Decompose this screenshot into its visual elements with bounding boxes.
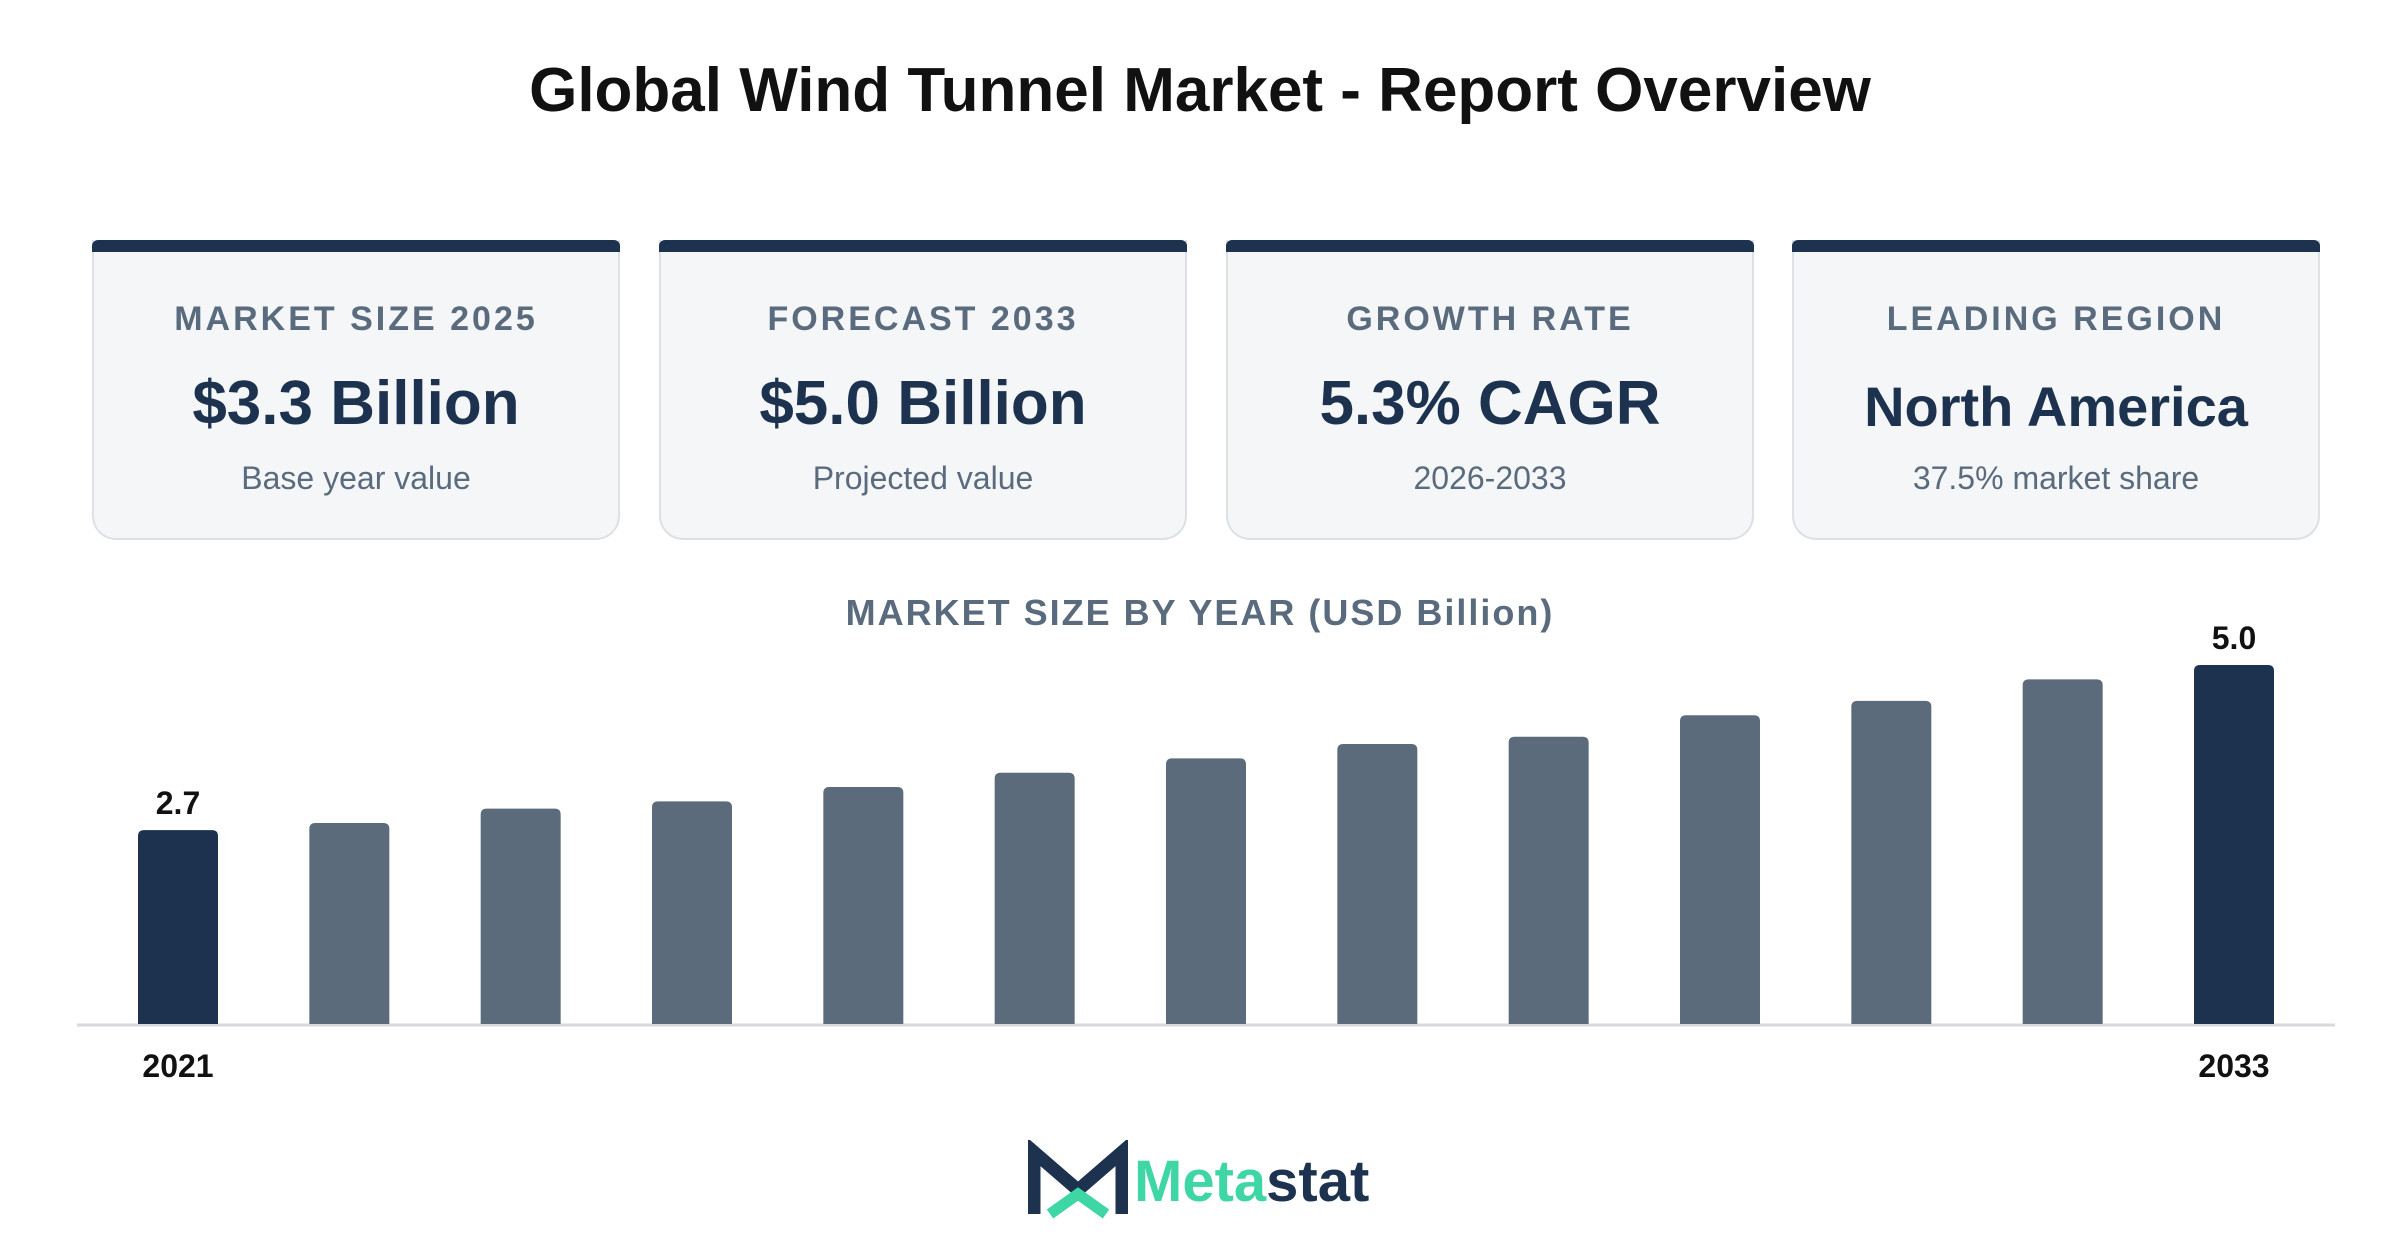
- chart-title: MARKET SIZE BY YEAR (USD Billion): [845, 592, 1555, 633]
- card-subtitle: Projected value: [812, 460, 1034, 496]
- category-label-2021: 2021: [142, 1048, 213, 1084]
- market-size-card: MARKET SIZE 2025 $3.3 Billion Base year …: [92, 240, 620, 540]
- card-label: GROWTH RATE: [1346, 300, 1634, 338]
- card-subtitle: 37.5% market share: [1912, 460, 2200, 496]
- card-label: MARKET SIZE 2025: [174, 300, 538, 338]
- card-value: North America: [1864, 375, 2248, 438]
- card-accent-bar: [1792, 240, 2320, 252]
- market-size-bar-chart: 2.7 2021 5.0 2033: [77, 620, 2335, 1084]
- logo-text-stat: stat: [1266, 1149, 1370, 1214]
- growth-rate-card: GROWTH RATE 5.3% CAGR 2026-2033: [1226, 240, 1754, 540]
- bar-2024: [652, 801, 732, 1024]
- bar-2025: [823, 787, 904, 1024]
- metastat-logo-text: Metastat: [1134, 1148, 1369, 1215]
- forecast-card: FORECAST 2033 $5.0 Billion Projected val…: [659, 240, 1187, 540]
- card-value: $5.0 Billion: [759, 369, 1087, 438]
- bar-2033: [2194, 665, 2274, 1024]
- card-value: 5.3% CAGR: [1319, 369, 1661, 438]
- bar-2021: [138, 830, 218, 1024]
- card-label: FORECAST 2033: [767, 300, 1079, 338]
- kpi-cards: MARKET SIZE 2025 $3.3 Billion Base year …: [92, 240, 2320, 544]
- bar-2023: [480, 808, 561, 1024]
- bar-2029: [1508, 736, 1589, 1024]
- value-label-2033: 5.0: [2212, 620, 2256, 656]
- card-accent-bar: [659, 240, 1187, 252]
- bar-2022: [309, 822, 390, 1024]
- card-subtitle: 2026-2033: [1413, 460, 1567, 496]
- metastat-logo-icon: [1027, 1137, 1129, 1219]
- card-value: $3.3 Billion: [192, 369, 520, 438]
- bar-2030: [1680, 715, 1760, 1024]
- card-accent-bar: [92, 240, 620, 252]
- value-label-2021: 2.7: [156, 785, 200, 821]
- logo-text-meta: Meta: [1134, 1149, 1267, 1214]
- bar-2031: [1851, 700, 1932, 1024]
- page-title: Global Wind Tunnel Market - Report Overv…: [529, 56, 1871, 125]
- card-subtitle: Base year value: [241, 460, 471, 496]
- category-label-2033: 2033: [2198, 1048, 2269, 1084]
- card-accent-bar: [1226, 240, 1754, 252]
- leading-region-card: LEADING REGION North America 37.5% marke…: [1792, 240, 2320, 540]
- card-label: LEADING REGION: [1886, 300, 2226, 338]
- bar-2026: [994, 772, 1075, 1024]
- bar-2027: [1166, 758, 1246, 1024]
- bar-2028: [1337, 743, 1418, 1024]
- bar-2032: [2022, 679, 2103, 1024]
- metastat-logo: Metastat: [1027, 1137, 1400, 1220]
